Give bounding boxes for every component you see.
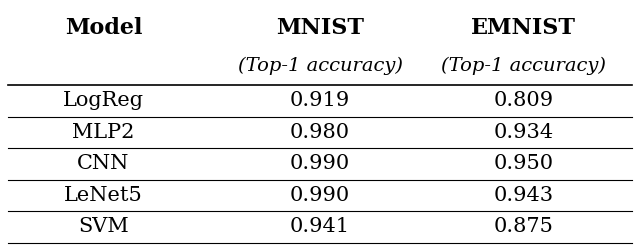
Text: 0.990: 0.990 [290, 154, 350, 173]
Text: 0.941: 0.941 [290, 217, 350, 237]
Text: 0.934: 0.934 [494, 123, 554, 142]
Text: 0.943: 0.943 [494, 186, 554, 205]
Text: 0.980: 0.980 [290, 123, 350, 142]
Text: SVM: SVM [78, 217, 129, 237]
Text: MNIST: MNIST [276, 17, 364, 40]
Text: LogReg: LogReg [63, 91, 144, 110]
Text: 0.919: 0.919 [290, 91, 350, 110]
Text: MLP2: MLP2 [72, 123, 134, 142]
Text: (Top-1 accuracy): (Top-1 accuracy) [237, 56, 403, 74]
Text: (Top-1 accuracy): (Top-1 accuracy) [442, 56, 607, 74]
Text: CNN: CNN [77, 154, 129, 173]
Text: 0.990: 0.990 [290, 186, 350, 205]
Text: LeNet5: LeNet5 [64, 186, 143, 205]
Text: 0.875: 0.875 [494, 217, 554, 237]
Text: 0.950: 0.950 [494, 154, 554, 173]
Text: EMNIST: EMNIST [472, 17, 577, 40]
Text: Model: Model [65, 17, 142, 40]
Text: 0.809: 0.809 [494, 91, 554, 110]
